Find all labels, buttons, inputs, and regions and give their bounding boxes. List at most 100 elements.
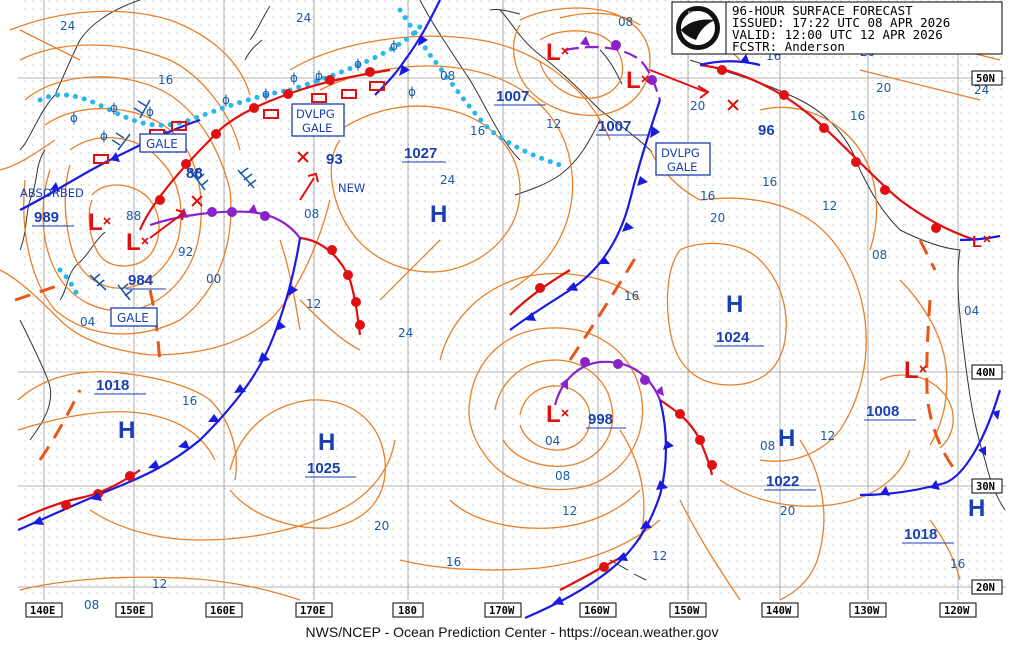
pressure-value: 1007 — [496, 88, 529, 105]
footer-credit: NWS/NCEP - Ocean Prediction Center - htt… — [305, 624, 719, 640]
new-label: NEW — [338, 181, 365, 195]
pressure-value: 93 — [326, 151, 343, 168]
pressure-value: 1018 — [96, 377, 129, 394]
latitude-labels: 50N 40N 30N 20N — [971, 70, 1003, 595]
motion-arrows — [149, 69, 710, 239]
svg-text:ϕ: ϕ — [408, 85, 416, 99]
isobar-label: 24 — [974, 83, 989, 97]
annotations: ABSORBED NEW — [20, 181, 365, 200]
isobar-label: 20 — [780, 504, 795, 518]
lon-label: 150W — [674, 605, 700, 617]
pressure-value: 1027 — [404, 145, 437, 162]
isobar-label: 16 — [700, 189, 715, 203]
pressure-underlines — [32, 104, 954, 544]
low-letter: L — [88, 209, 103, 236]
isobar-label: 12 — [822, 199, 837, 213]
isobar-label: 16 — [950, 557, 965, 571]
isobar-label: 04 — [80, 315, 95, 329]
isobar-label: 16 — [624, 289, 639, 303]
lon-label: 140E — [30, 605, 55, 617]
noaa-logo-lettering: NOAA — [688, 11, 703, 17]
isobar-label: 88 — [126, 209, 141, 223]
lon-label: 160E — [210, 605, 235, 617]
front-symbols — [32, 35, 1000, 605]
isobar-label: 24 — [60, 19, 75, 33]
header-line-4: FCSTR: Anderson — [732, 39, 845, 54]
svg-text:ϕ: ϕ — [290, 71, 298, 85]
high-letter: H — [430, 201, 447, 228]
svg-text:ϕ: ϕ — [222, 93, 230, 107]
isobar-label: 24 — [398, 326, 413, 340]
dvlpg-label: DVLPG — [661, 146, 700, 160]
gale-box: GALE — [139, 133, 187, 153]
dvlpg-gale-box: DVLPG GALE — [291, 103, 345, 137]
high-letter: H — [118, 417, 135, 444]
header-line-3: VALID: 12:00 UTC 12 APR 2026 — [732, 27, 943, 42]
svg-text:ϕ: ϕ — [262, 87, 270, 101]
isobar-label: 12 — [546, 117, 561, 131]
pressure-value: 96 — [758, 122, 775, 139]
high-letter: H — [726, 291, 743, 318]
high-centers: H H H H H H — [118, 201, 985, 522]
lat-label: 50N — [976, 73, 995, 85]
isobar-label: 16 — [182, 394, 197, 408]
isobar-label: 12 — [306, 297, 321, 311]
pressure-value: 984 — [128, 272, 154, 289]
isobar-label: 16 — [470, 124, 485, 138]
pressure-value: 1007 — [598, 118, 631, 135]
isobar-label: 20 — [876, 81, 891, 95]
isobar-label: 16 — [762, 175, 777, 189]
longitude-labels: 140E 150E 160E 170E 180 170W 160W 150W 1… — [25, 602, 977, 618]
high-letter: H — [778, 425, 795, 452]
isobar-label: 16 — [158, 73, 173, 87]
background-dot-grid — [18, 0, 1006, 600]
isobar-label: 04 — [545, 434, 560, 448]
low-center-x-markers — [103, 47, 991, 417]
low-letter: L — [546, 401, 561, 428]
isobar-label: 12 — [652, 549, 667, 563]
isobars — [0, 7, 1001, 601]
pressure-value: 998 — [588, 411, 613, 428]
pressure-value: 1024 — [716, 329, 750, 346]
graticule — [18, 0, 1006, 600]
pressure-value: 1025 — [307, 460, 340, 477]
isobar-label: 08 — [872, 248, 887, 262]
svg-text:ϕ: ϕ — [390, 39, 398, 53]
isobar-label: 08 — [84, 598, 99, 612]
lon-label: 170E — [300, 605, 325, 617]
isobar-label: 92 — [178, 245, 193, 259]
high-letter: H — [968, 495, 985, 522]
isobar-label: 12 — [820, 429, 835, 443]
low-letter: L — [546, 39, 561, 66]
dvlpg-gale-box: DVLPG GALE — [655, 142, 711, 176]
isobar-label: 16 — [850, 109, 865, 123]
lon-label: 170W — [489, 605, 515, 617]
gale-label: GALE — [302, 121, 332, 135]
isobar-label: 12 — [152, 577, 167, 591]
isobar-label: 20 — [690, 99, 705, 113]
dvlpg-label: DVLPG — [296, 107, 335, 121]
lat-label: 20N — [976, 582, 995, 594]
lon-label: 130W — [854, 605, 880, 617]
isobar-label: 24 — [440, 173, 455, 187]
troughs — [14, 239, 957, 471]
pressure-value: 1008 — [866, 403, 899, 420]
header-line-2: ISSUED: 17:22 UTC 08 APR 2026 — [732, 15, 950, 30]
isobar-label: 08 — [440, 69, 455, 83]
lat-label: 30N — [976, 481, 995, 493]
header-line-1: 96-HOUR SURFACE FORECAST — [732, 3, 913, 18]
pressure-value: 1018 — [904, 526, 937, 543]
svg-text:ϕ: ϕ — [146, 105, 154, 119]
isobar-label: 16 — [446, 555, 461, 569]
svg-text:ϕ: ϕ — [315, 69, 323, 83]
isobar-label: 12 — [562, 504, 577, 518]
center-pressures: 1027 1018 1025 1024 1022 1018 989 984 99… — [34, 88, 937, 543]
isobar-label: 24 — [296, 11, 311, 25]
low-letter: L — [904, 357, 919, 384]
high-letter: H — [318, 429, 335, 456]
lon-label: 160W — [584, 605, 610, 617]
isobar-label: 04 — [964, 304, 979, 318]
isobar-label: 08 — [618, 15, 633, 29]
gale-box: GALE — [110, 307, 158, 327]
